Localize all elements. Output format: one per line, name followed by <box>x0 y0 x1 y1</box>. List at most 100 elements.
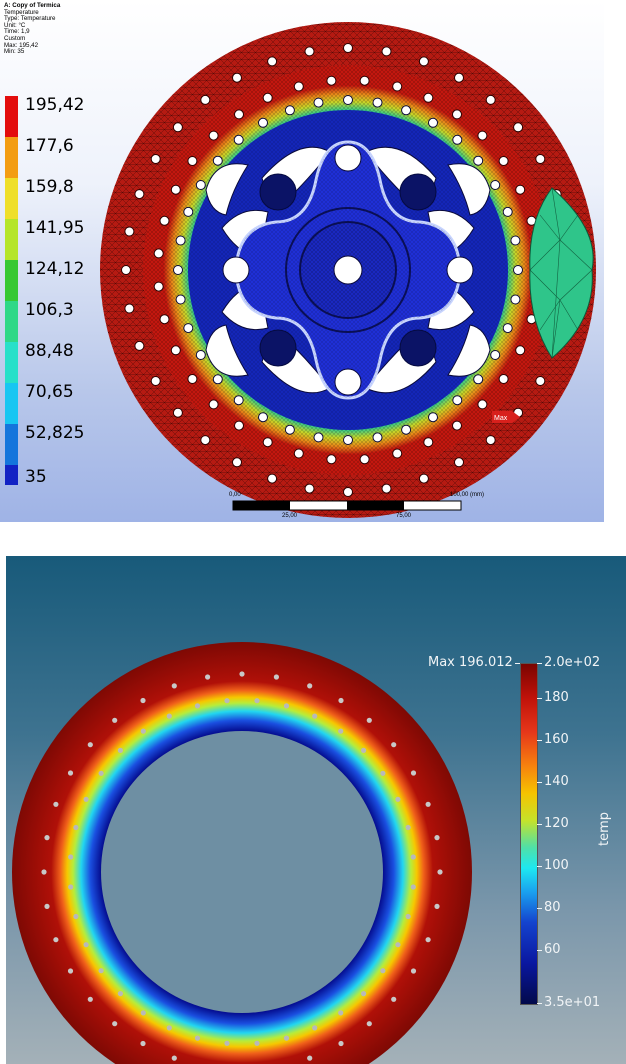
disc-hole <box>112 717 118 723</box>
disc-hole <box>117 991 123 997</box>
result-line: Time: 1,9 <box>4 28 30 36</box>
disc-hole <box>117 747 123 753</box>
disc-hole <box>361 747 367 753</box>
disc-hole <box>73 824 79 831</box>
disc-hole <box>150 154 161 164</box>
disc-hole <box>338 1040 344 1047</box>
colorbar-tick <box>537 908 542 909</box>
disc-hole <box>513 265 523 275</box>
disc-hole <box>284 424 295 435</box>
disc-hole <box>267 473 278 484</box>
disc-hole <box>83 942 89 948</box>
disc-hole <box>258 117 268 128</box>
disc-hole <box>254 1040 260 1046</box>
brake-disc-mesh: Max <box>100 22 596 518</box>
disc-hole <box>392 81 403 92</box>
disc-hole <box>326 454 337 465</box>
disc-hole <box>372 432 383 443</box>
colorbar-label: 3.5e+01 <box>544 995 601 1010</box>
disc-hole <box>535 154 546 164</box>
disc-hole <box>304 46 315 57</box>
disc-hole <box>343 435 353 445</box>
disc-hole <box>410 968 417 974</box>
disc-hole <box>343 43 353 53</box>
scale-label-75: 75,00 <box>396 513 412 519</box>
disc-hole <box>485 435 496 446</box>
result-title: A: Copy of Termica <box>4 2 61 9</box>
result-line: Min: 35 <box>4 48 25 56</box>
disc-hole <box>140 697 146 704</box>
disc-hole <box>87 742 93 748</box>
legend-label: 177,6 <box>25 136 74 156</box>
colorbar-tick <box>537 698 542 699</box>
disc-hole <box>98 968 104 974</box>
result-line: Type: Temperature <box>4 15 56 23</box>
result-line: Max: 195,42 <box>4 41 39 49</box>
legend-swatch <box>5 342 18 383</box>
disc-hole <box>510 294 521 305</box>
outer-holes <box>41 671 443 1061</box>
colorbar-label: 160 <box>544 732 569 747</box>
colorbar-label: 2.0e+02 <box>544 655 601 670</box>
disc-hole <box>293 81 304 92</box>
inner-holes <box>68 698 416 1046</box>
disc-hole <box>183 206 194 217</box>
disc-hole <box>172 122 183 133</box>
disc-hole <box>224 1040 230 1046</box>
disc-hole <box>513 122 524 133</box>
disc-hole <box>112 1021 118 1027</box>
disc-hole <box>410 884 416 890</box>
disc-hole <box>473 374 484 385</box>
max-marker <box>492 411 520 423</box>
disc-hole <box>434 903 440 909</box>
disc-hole <box>535 376 546 386</box>
legend-label: 159,8 <box>25 177 74 197</box>
disc-hole <box>208 399 219 410</box>
disc-hole <box>477 399 488 410</box>
disc-hole <box>361 991 367 997</box>
legend-swatch <box>5 383 18 424</box>
disc-hole <box>44 835 50 841</box>
legend-label: 141,95 <box>25 218 85 238</box>
disc-hole <box>67 968 74 974</box>
disc-hole <box>391 742 397 748</box>
disc-hole <box>473 155 484 166</box>
disc-hole <box>490 350 501 360</box>
brake-disc-render <box>12 642 472 1064</box>
colorbar-tick <box>537 740 542 741</box>
disc-hole <box>200 435 211 446</box>
colorbar-label: 140 <box>544 774 569 789</box>
legend-label: 52,825 <box>25 423 85 443</box>
legend-swatch <box>5 424 18 465</box>
legend-swatch <box>5 219 18 260</box>
scale-label-25: 25,00 <box>282 513 298 519</box>
legend-label: 35 <box>25 467 47 487</box>
disc-hole <box>283 703 290 709</box>
disc-hole <box>234 109 244 120</box>
disc-hole <box>171 683 177 689</box>
disc-hole <box>425 801 431 807</box>
temperature-legend[interactable]: 195,42 177,6 159,8 141,95 124,12 106,3 8… <box>5 96 115 488</box>
disc-hole <box>452 420 462 431</box>
disc-hole <box>454 72 464 83</box>
disc-hole <box>262 437 273 448</box>
disc-hole <box>124 303 135 314</box>
disc-hole <box>477 130 488 141</box>
disc-hole <box>134 340 145 351</box>
disc-hole <box>183 323 194 334</box>
disc-hole <box>258 412 268 423</box>
scale-bar <box>232 500 462 511</box>
disc-center-hole <box>101 731 383 1013</box>
disc-hole <box>53 801 59 807</box>
disc-hole <box>273 674 279 680</box>
paraview-viewport[interactable]: Max 196.012 2.0e+02 180 160 140 120 100 … <box>6 556 626 1064</box>
disc-hole <box>490 180 501 190</box>
disc-hole <box>44 903 50 909</box>
disc-hole <box>166 713 172 719</box>
ansys-viewport[interactable]: Max A: Copy of Termica Temperature Type:… <box>0 0 604 522</box>
disc-hole <box>254 698 260 704</box>
disc-hole <box>293 448 304 459</box>
temp-colorbar[interactable] <box>520 663 538 1005</box>
result-header: A: Copy of Termica Temperature Type: Tem… <box>4 2 61 56</box>
disc-hole <box>307 1055 313 1061</box>
